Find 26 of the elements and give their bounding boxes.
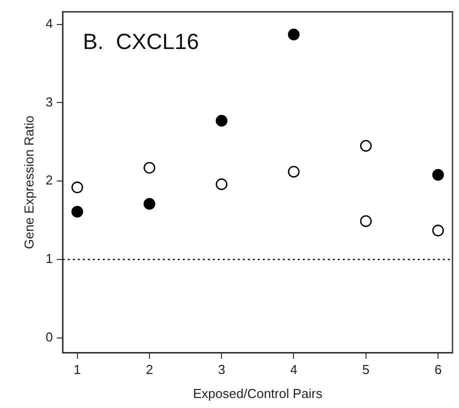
point [360, 215, 372, 227]
y-tick-label: 3 [46, 94, 53, 110]
x-axis-title: Exposed/Control Pairs [192, 386, 323, 401]
point [288, 166, 300, 178]
x-tick-label: 4 [290, 362, 298, 378]
x-tick-label: 6 [434, 362, 442, 378]
x-tick-label: 5 [362, 362, 370, 378]
y-tick-label: 2 [46, 172, 53, 188]
x-tick-label: 3 [218, 362, 226, 378]
point [360, 140, 372, 152]
point [216, 178, 228, 190]
point [71, 182, 84, 194]
point [432, 169, 444, 181]
y-tick-label: 4 [46, 16, 53, 31]
point [144, 162, 156, 174]
x-tick-label: 2 [146, 362, 154, 378]
point [144, 198, 156, 210]
y-axis-title: Gene Expression Ratio [21, 115, 36, 250]
point [71, 206, 84, 218]
y-tick-label: 0 [46, 329, 53, 344]
text: B. CXCL16 [82, 28, 199, 54]
point [432, 224, 444, 236]
y-tick-label: 1 [46, 251, 53, 266]
point [216, 114, 228, 127]
point [288, 28, 300, 40]
x-tick-label: 1 [74, 362, 81, 378]
